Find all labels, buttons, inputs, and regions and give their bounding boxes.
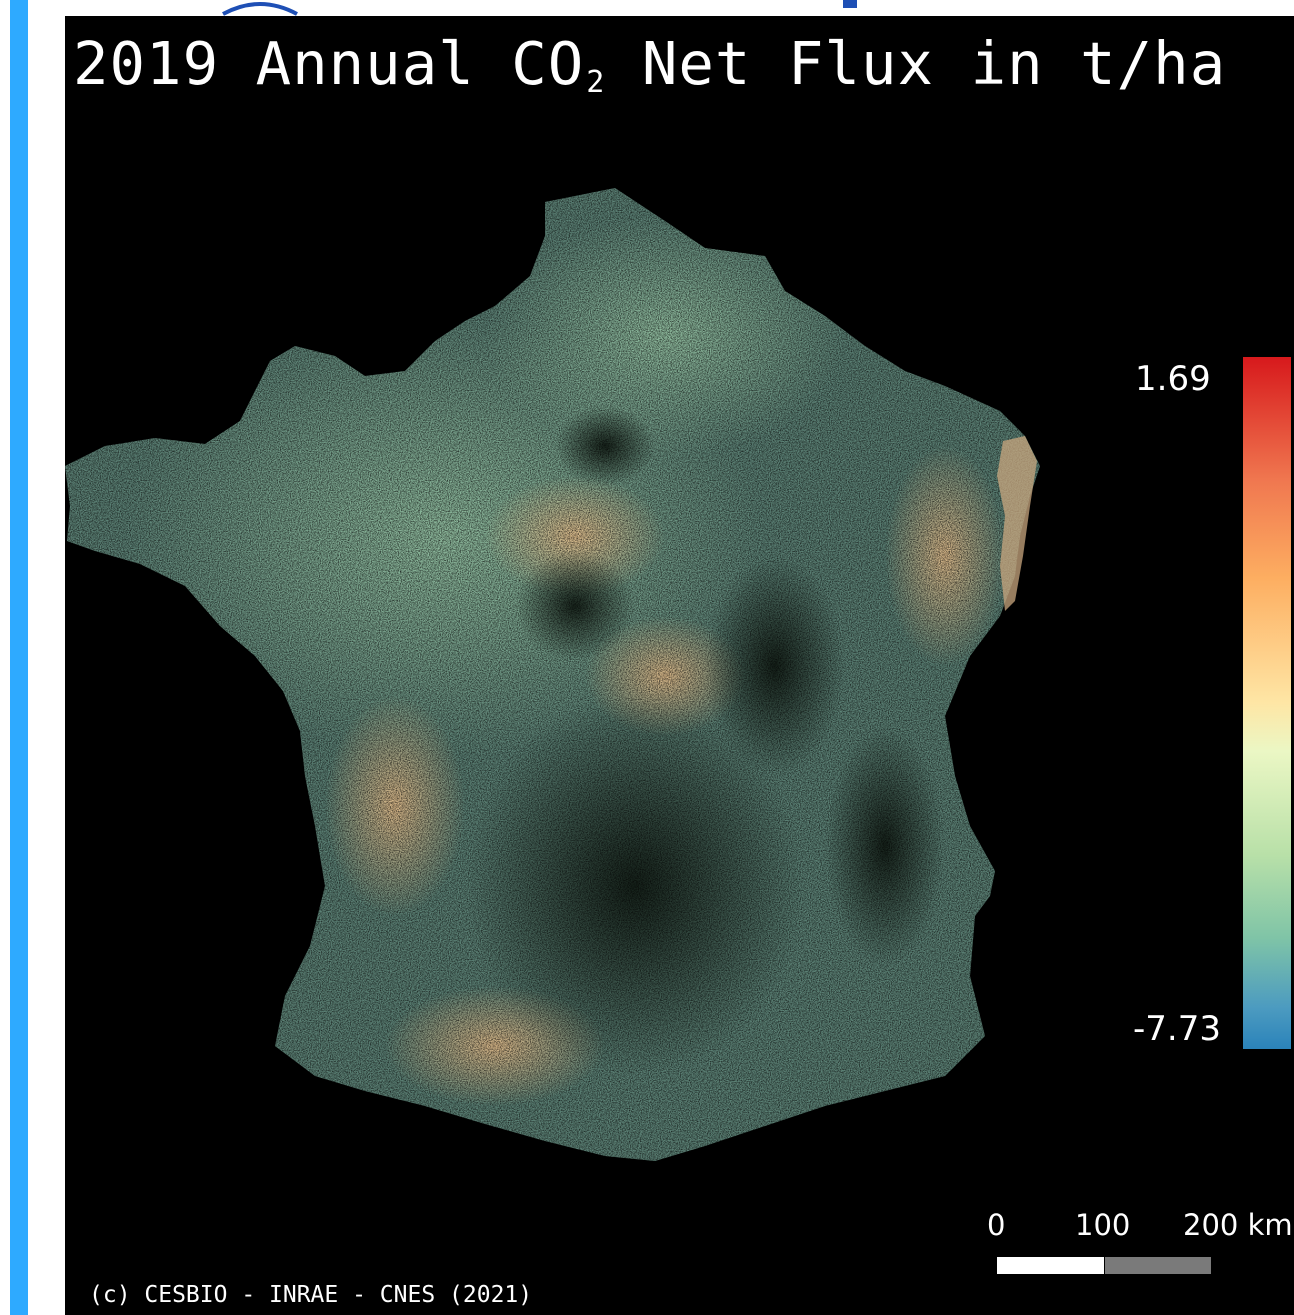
scale-bar-segment-white: [997, 1257, 1104, 1274]
scale-bar-segment-gray: [1105, 1257, 1211, 1274]
scale-label-200: 200 km: [1183, 1208, 1293, 1242]
cropped-heading-strip: [65, 0, 1294, 16]
map-title: 2019 Annual CO2 Net Flux in t/ha: [73, 29, 1227, 100]
cropped-heading-glyphs: [222, 0, 857, 16]
scale-label-100: 100: [1075, 1208, 1131, 1242]
left-accent-bar: [10, 0, 28, 1315]
colorbar-gradient: [1243, 357, 1291, 1049]
map-panel: 2019 Annual CO2 Net Flux in t/ha: [65, 16, 1294, 1315]
colorbar-min-label: -7.73: [1133, 1009, 1221, 1049]
alsace-strip: [997, 436, 1037, 611]
france-landmass: [65, 188, 1040, 1161]
france-flux-map: [65, 188, 1040, 1161]
scale-label-0: 0: [987, 1208, 1006, 1242]
credit-line: (c) CESBIO - INRAE - CNES (2021): [89, 1282, 533, 1308]
colorbar-max-label: 1.69: [1135, 359, 1211, 399]
